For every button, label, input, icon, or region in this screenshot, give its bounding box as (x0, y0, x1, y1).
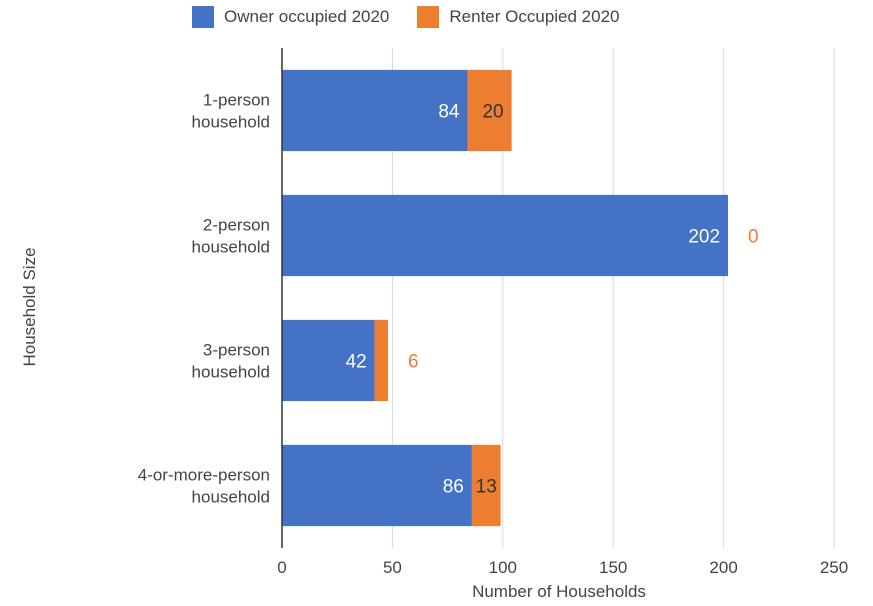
legend-swatch-owner (192, 6, 214, 28)
bar-owner (282, 194, 729, 277)
bar-owner (282, 319, 375, 402)
x-tick-label: 100 (489, 558, 517, 577)
y-tick-label: household (192, 238, 270, 257)
legend-label-renter: Renter Occupied 2020 (449, 7, 620, 26)
legend-swatch-renter (417, 6, 440, 28)
y-axis-title: Household Size (20, 247, 39, 367)
bar-renter (471, 444, 501, 527)
data-label-owner: 42 (346, 352, 367, 373)
bar-renter (374, 319, 388, 402)
data-label-owner: 86 (443, 477, 464, 498)
x-tick-label: 150 (599, 558, 627, 577)
data-label-renter: 13 (476, 477, 497, 498)
data-label-renter: 0 (748, 227, 759, 248)
x-axis-title: Number of Households (472, 582, 646, 601)
x-tick-label: 0 (277, 558, 286, 577)
data-label-renter: 6 (408, 352, 419, 373)
x-tick-label: 250 (820, 558, 848, 577)
data-label-renter: 20 (482, 102, 503, 123)
bar-renter (467, 69, 512, 152)
y-tick-label: 2-person (203, 216, 270, 235)
y-tick-label: 4-or-more-person (138, 466, 270, 485)
legend-label-owner: Owner occupied 2020 (224, 7, 390, 26)
y-tick-label: household (192, 363, 270, 382)
legend: Owner occupied 2020 Renter Occupied 2020 (192, 6, 648, 28)
bar-owner (282, 444, 472, 527)
y-tick-label: household (192, 113, 270, 132)
x-tick-label: 50 (383, 558, 402, 577)
legend-item-renter: Renter Occupied 2020 (417, 6, 620, 28)
y-tick-label: 1-person (203, 91, 270, 110)
data-label-owner: 202 (688, 227, 720, 248)
x-tick-label: 200 (709, 558, 737, 577)
bar-owner (282, 69, 468, 152)
y-tick-label: 3-person (203, 341, 270, 360)
y-tick-label: household (192, 488, 270, 507)
legend-item-owner: Owner occupied 2020 (192, 6, 389, 28)
data-label-owner: 84 (438, 102, 460, 123)
